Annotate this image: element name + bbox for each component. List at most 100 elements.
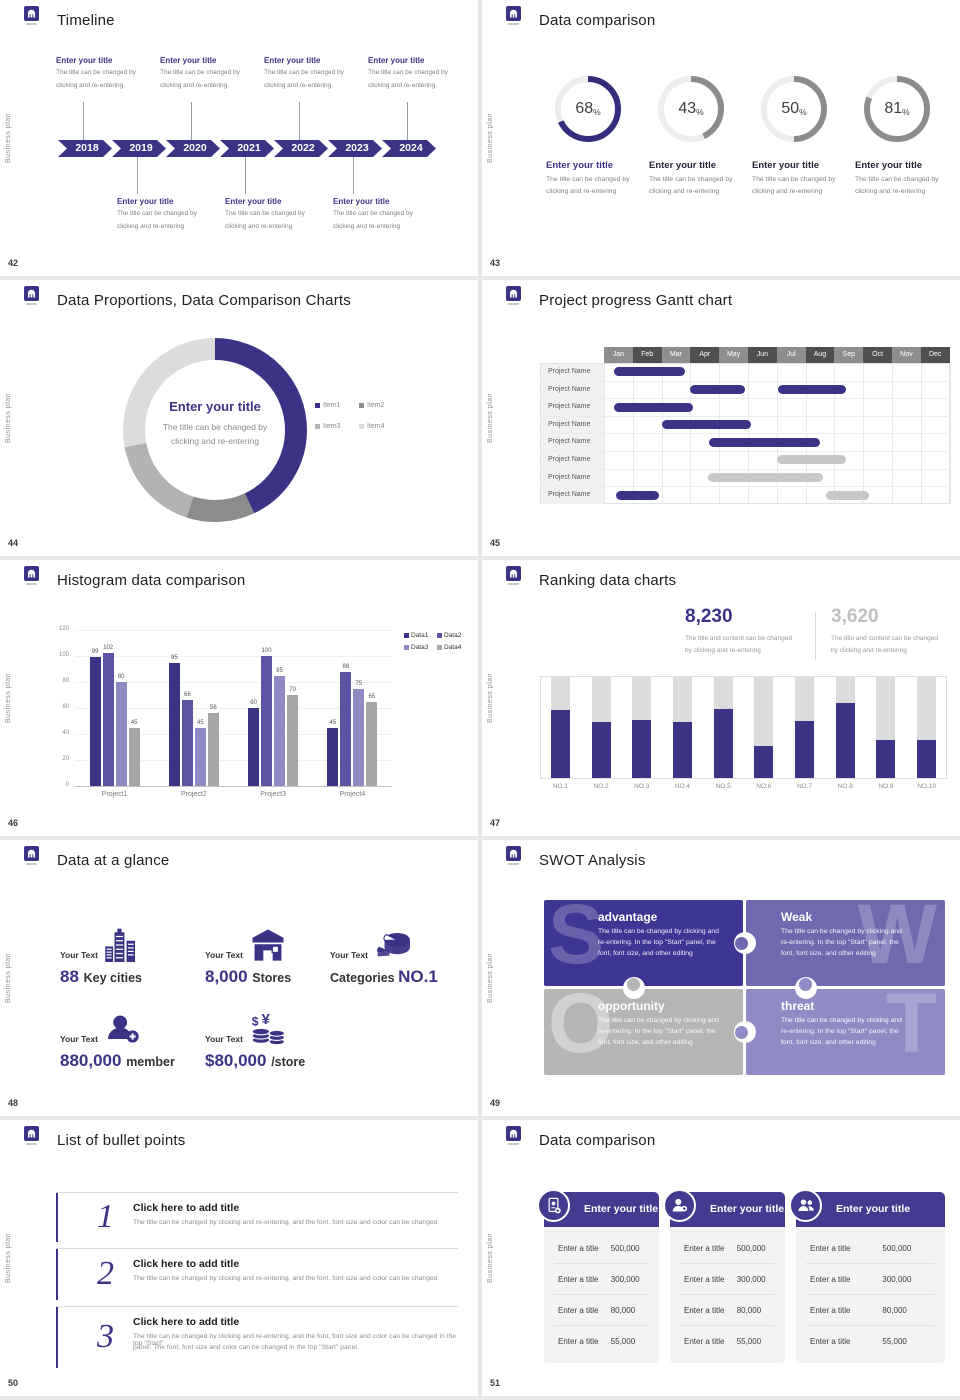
stat-body-line: The title and content can be changed [831, 635, 938, 642]
ranking-category-label: NO.3 [634, 783, 650, 790]
timeline-connector-line [83, 102, 84, 140]
glance-label: Your Text [330, 950, 368, 960]
card-row-divider [806, 1263, 935, 1264]
percent-sign: % [799, 106, 807, 117]
histogram-bar [366, 701, 378, 786]
legend-swatch [437, 633, 442, 638]
slide-50-bullets[interactable]: Business plan List of bullet points 50 1 Cli… [0, 1120, 478, 1396]
bullets-content: 1 Click here to add title The title can be… [0, 1120, 478, 1396]
building-arch-logo [506, 846, 521, 861]
card-row: Enter a title 500,000 [670, 1233, 785, 1264]
ranking-fill [713, 709, 733, 778]
card-row-value: 500,000 [610, 1244, 640, 1253]
progress-number: 43 [678, 100, 697, 117]
progress-label: Enter your title The title can be changed… [855, 160, 955, 197]
glance-unit: /store [271, 1055, 306, 1069]
bar-value-label: 45 [197, 719, 204, 726]
brand-logo-caption [508, 23, 519, 25]
ranking-fill [917, 739, 937, 778]
card-row-divider [680, 1263, 775, 1264]
legend-swatch [315, 403, 320, 408]
gantt-row-label: Project Name [541, 452, 604, 469]
y-gridline [75, 786, 392, 787]
slide-43-donut-progress[interactable]: Business plan Data comparison 43 68% Enter … [482, 0, 960, 276]
card-row-divider [554, 1294, 649, 1295]
slide-title: Data comparison [539, 12, 656, 29]
donut-center-title: Enter your title [169, 399, 261, 414]
slide-44-proportions[interactable]: Business plan Data Proportions, Data Comp… [0, 280, 478, 556]
page-number: 48 [8, 1098, 19, 1108]
slide-48-glance[interactable]: Business plan Data at a glance 48 Your Text… [0, 840, 478, 1116]
timeline-year-chevron: 2023 [328, 140, 382, 157]
building-arch-logo [506, 6, 521, 21]
page-number: 45 [490, 538, 501, 548]
gantt-month-cell: Jun [748, 347, 777, 363]
y-gridline [75, 708, 392, 709]
card-row-value: 80,000 [882, 1306, 907, 1315]
progress-ring: 68% [551, 72, 625, 146]
card-row-label: Enter a title [684, 1337, 725, 1346]
card-row-value: 300,000 [882, 1275, 912, 1284]
timeline-connector-line [137, 157, 138, 194]
page-number: 51 [490, 1378, 501, 1388]
card-row: Enter a title 500,000 [544, 1233, 659, 1264]
bar-value-label: 70 [289, 687, 296, 693]
timeline-item-bottom: Enter your title The title can be changed… [225, 197, 329, 232]
progress-number: 50 [781, 100, 800, 117]
y-gridline [75, 734, 392, 735]
donut-center-text: Enter your title The title can be changed… [152, 399, 278, 448]
card-body: Enter a title 500,000 Enter a title 300,000… [544, 1227, 659, 1363]
glance-label: Your Text [60, 1034, 98, 1044]
percent-sign: % [593, 106, 601, 117]
slide-46-histogram[interactable]: Business plan Histogram data comparison 46… [0, 560, 478, 836]
slide-42-timeline[interactable]: Business plan Timeline 42 2018 2019 2020 2021 2… [0, 0, 478, 276]
card-row-value: 55,000 [882, 1337, 907, 1346]
building-arch-logo [24, 846, 39, 861]
bullet-title: Click here to add title [133, 1316, 240, 1328]
brand-logo [24, 1126, 39, 1141]
slide-47-ranking[interactable]: Business plan Ranking data charts 47 8,230 T… [482, 560, 960, 836]
glance-item: Your Text 8,000 Stores [205, 922, 355, 987]
brand-logo-caption [508, 583, 519, 585]
card-row-label: Enter a title [558, 1275, 599, 1284]
bullet-row-accent-bar [56, 1249, 58, 1300]
card-row-divider [806, 1294, 935, 1295]
ranking-fill [795, 721, 815, 778]
swot-piece-body-line: The title can be changed by clicking and [781, 1017, 902, 1024]
slide-45-gantt[interactable]: Business plan Project progress Gantt char… [482, 280, 960, 556]
slide-51-cards[interactable]: Business plan Data comparison 51 Enter your… [482, 1120, 960, 1396]
stat-body-line: by clicking and re-entering [685, 646, 761, 654]
timeline-item-body-line: The title can be changed by [333, 210, 413, 217]
gantt-month-cell: Sep [834, 347, 864, 363]
puzzle-knob [735, 936, 748, 950]
building-arch-logo [24, 566, 39, 581]
histogram-bar [128, 727, 140, 786]
slide-title: Data comparison [539, 1132, 656, 1149]
brand-logo [506, 6, 521, 21]
progress-title: Enter your title [752, 160, 820, 171]
brand-logo-caption [26, 583, 37, 585]
legend-label: Data2 [444, 632, 462, 639]
donut-center-body-line: The title can be changed by [162, 422, 268, 432]
legend-label: Data3 [411, 644, 429, 651]
ranking-category-label: NO.5 [715, 783, 731, 790]
gantt-row-label: Project Name [541, 399, 604, 416]
swot-piece-title: Weak [781, 910, 813, 924]
swot-piece-body-line: re-entering. In the top "Start" panel, t… [781, 939, 899, 946]
bar-value-label: 45 [130, 719, 138, 726]
card-header: Enter your title [663, 1189, 785, 1227]
timeline-year-chevron: 2019 [112, 140, 166, 157]
page-number: 49 [490, 1098, 501, 1108]
card-row: Enter a title 80,000 [544, 1295, 659, 1326]
progress-label: Enter your title The title can be changed… [546, 160, 646, 197]
gantt-grid-line-v [949, 363, 951, 504]
brand-logo-caption [508, 303, 519, 305]
histogram-bar [115, 682, 127, 786]
bullet-number: 2 [97, 1255, 114, 1292]
progress-body-line: clicking and re-entering [546, 187, 617, 195]
progress-label: Enter your title The title can be changed… [752, 160, 852, 197]
person-add-icon [663, 1189, 696, 1222]
timeline-year-chevron: 2021 [220, 140, 274, 157]
legend-swatch [315, 424, 320, 429]
